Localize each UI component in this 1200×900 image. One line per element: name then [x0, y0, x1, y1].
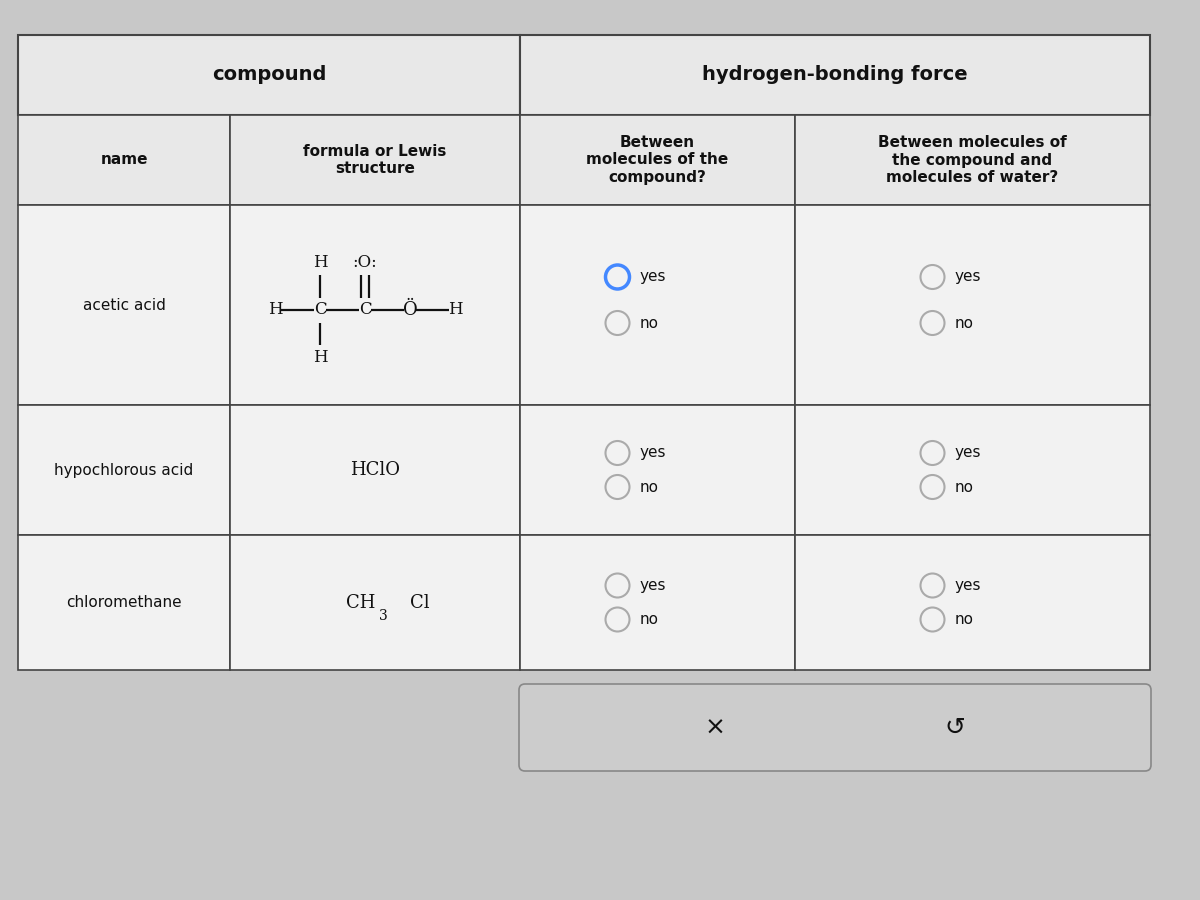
Bar	[796, 205, 1150, 405]
Text: yes: yes	[640, 269, 666, 284]
Bar	[230, 405, 520, 535]
Text: ↺: ↺	[944, 716, 966, 740]
Text: C: C	[359, 302, 371, 319]
Bar	[520, 115, 796, 205]
Bar	[230, 115, 520, 205]
Text: yes: yes	[640, 446, 666, 461]
Text: no: no	[640, 612, 659, 627]
Text: acetic acid: acetic acid	[83, 298, 166, 312]
Text: C: C	[313, 302, 326, 319]
Bar	[520, 535, 796, 670]
Bar	[796, 115, 1150, 205]
Text: H: H	[313, 254, 328, 271]
Text: H: H	[268, 302, 282, 319]
Bar	[520, 35, 1150, 115]
Bar	[18, 405, 230, 535]
Text: HClO: HClO	[350, 461, 400, 479]
Bar	[18, 205, 230, 405]
Text: no: no	[640, 480, 659, 494]
Text: 3: 3	[379, 608, 388, 623]
Text: CH: CH	[346, 593, 374, 611]
Text: :O:: :O:	[353, 254, 377, 271]
Text: formula or Lewis
structure: formula or Lewis structure	[304, 144, 446, 176]
Bar	[230, 535, 520, 670]
Text: yes: yes	[954, 446, 982, 461]
Bar	[520, 205, 796, 405]
Bar	[230, 205, 520, 405]
Bar	[18, 535, 230, 670]
Text: name: name	[101, 152, 148, 167]
Text: no: no	[954, 612, 973, 627]
Text: Ö: Ö	[403, 301, 418, 319]
Text: no: no	[954, 480, 973, 494]
Text: yes: yes	[640, 578, 666, 593]
FancyBboxPatch shape	[520, 684, 1151, 771]
Bar	[18, 115, 230, 205]
Text: no: no	[640, 316, 659, 330]
Text: yes: yes	[954, 269, 982, 284]
Text: Cl: Cl	[410, 593, 430, 611]
Text: hydrogen-bonding force: hydrogen-bonding force	[702, 66, 968, 85]
Text: H: H	[448, 302, 462, 319]
Text: hypochlorous acid: hypochlorous acid	[54, 463, 193, 478]
Text: compound: compound	[212, 66, 326, 85]
Bar	[796, 405, 1150, 535]
Text: no: no	[954, 316, 973, 330]
Text: chloromethane: chloromethane	[66, 595, 182, 610]
Bar	[796, 535, 1150, 670]
Bar	[520, 405, 796, 535]
Text: yes: yes	[954, 578, 982, 593]
Text: ×: ×	[704, 716, 726, 740]
Text: H: H	[313, 348, 328, 365]
Bar	[18, 35, 520, 115]
Text: Between
molecules of the
compound?: Between molecules of the compound?	[587, 135, 728, 184]
Text: Between molecules of
the compound and
molecules of water?: Between molecules of the compound and mo…	[878, 135, 1067, 184]
